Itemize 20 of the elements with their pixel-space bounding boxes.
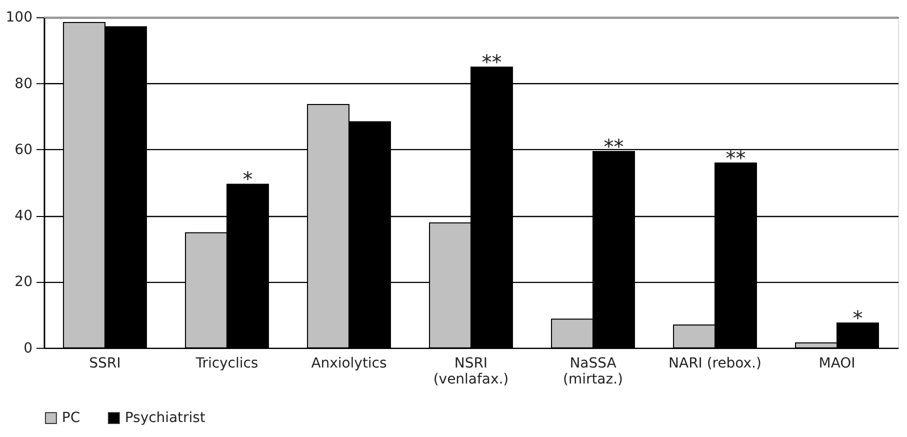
x-tick-label: NaSSA (mirtaz.): [563, 355, 623, 388]
x-tick-label: Anxiolytics: [311, 355, 387, 372]
annotation: *: [852, 306, 863, 330]
legend-label: PC: [62, 410, 80, 426]
x-tick-label: NARI (rebox.): [668, 355, 762, 372]
y-tick-label: 80: [14, 76, 32, 92]
x-tick-label: MAOI: [818, 355, 856, 372]
y-tick-label: 60: [14, 142, 32, 158]
legend-label: Psychiatrist: [124, 410, 206, 426]
y-tick-label: 20: [14, 274, 32, 290]
annotation: **: [604, 134, 624, 158]
y-tick-label: 40: [14, 208, 32, 224]
y-tick-label: 100: [6, 10, 32, 26]
x-tick-label: Tricyclics: [194, 355, 258, 372]
y-tick-label: 0: [24, 340, 32, 356]
annotation: *: [242, 167, 253, 192]
annotation: **: [482, 50, 502, 74]
x-tick-label: SSRI: [89, 355, 121, 372]
annotation: **: [726, 146, 746, 170]
x-tick-label: NSRI (venlafax.): [433, 355, 509, 388]
